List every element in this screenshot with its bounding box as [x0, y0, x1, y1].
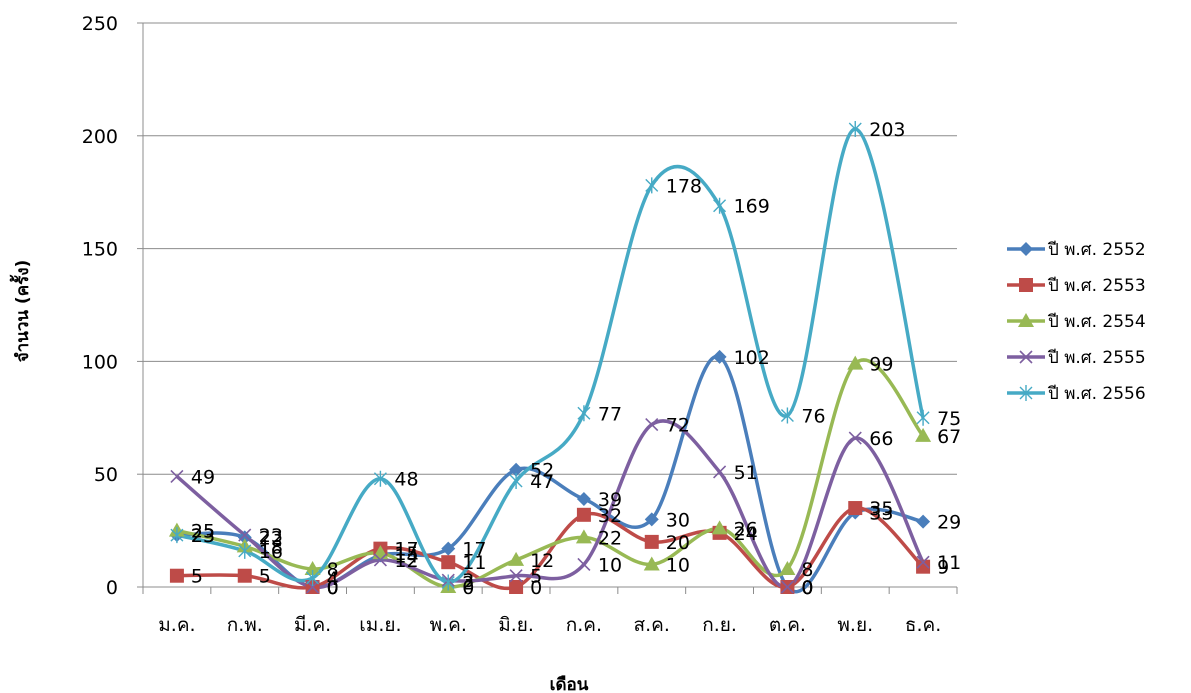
x-tick-label: ต.ค. — [769, 614, 806, 636]
x-tick-label: ก.ค. — [566, 614, 602, 636]
data-point — [578, 558, 590, 570]
data-label: 51 — [734, 462, 758, 484]
x-tick-label: พ.ย. — [837, 614, 873, 636]
x-tick-label: เม.ย. — [359, 614, 401, 636]
x-tick-label: ม.ค. — [158, 614, 195, 636]
data-label: 26 — [734, 518, 758, 540]
x-tick-labels: ม.ค. ก.พ. มี.ค. เม.ย. พ.ค. มิ.ย. ก.ค. ส.ค. ก.ย. ต… — [158, 614, 941, 636]
data-label: 72 — [666, 415, 690, 437]
data-point — [917, 410, 929, 426]
data-point — [645, 535, 659, 549]
data-label: 10 — [598, 554, 622, 576]
y-tick-label: 50 — [94, 464, 118, 486]
data-point — [238, 569, 252, 583]
legend-marker — [1019, 242, 1033, 256]
data-point — [170, 569, 184, 583]
data-label: 75 — [937, 408, 961, 430]
data-label: 32 — [598, 505, 622, 527]
data-label: 178 — [666, 175, 702, 197]
x-tick-label: ธ.ค. — [905, 614, 941, 636]
data-point — [714, 466, 726, 478]
data-point — [847, 356, 863, 370]
x-tick-label: ก.พ. — [227, 614, 263, 636]
data-label: 10 — [666, 554, 690, 576]
data-label: 99 — [869, 354, 893, 376]
x-tick-label: พ.ค. — [430, 614, 467, 636]
data-label: 4 — [327, 568, 339, 590]
y-tick-labels: 0 50 100 150 200 250 — [82, 13, 118, 599]
data-label: 102 — [734, 347, 770, 369]
grid-lines — [143, 23, 957, 587]
legend-item: ปี พ.ศ. 2554 — [1007, 312, 1146, 332]
data-point — [577, 492, 591, 506]
data-label: 47 — [530, 471, 554, 493]
data-label: 29 — [937, 512, 961, 534]
y-tick-label: 250 — [82, 13, 118, 35]
legend-label: ปี พ.ศ. 2553 — [1047, 276, 1146, 296]
data-label: 5 — [259, 566, 271, 588]
data-label: 5 — [530, 566, 542, 588]
y-tick-label: 100 — [82, 351, 118, 373]
legend: ปี พ.ศ. 2552 ปี พ.ศ. 2553 ปี พ.ศ. 2554 ปี พ… — [1007, 240, 1146, 404]
data-label: 22 — [598, 527, 622, 549]
legend-item: ปี พ.ศ. 2555 — [1007, 348, 1146, 368]
legend-label: ปี พ.ศ. 2554 — [1047, 312, 1146, 332]
data-label: 76 — [801, 406, 825, 428]
data-label: 30 — [666, 509, 690, 531]
data-label: 16 — [259, 541, 283, 563]
data-point — [171, 470, 183, 482]
x-tick-label: ส.ค. — [634, 614, 670, 636]
legend-marker — [1019, 278, 1033, 292]
data-label: 77 — [598, 403, 622, 425]
data-label: 5 — [191, 566, 203, 588]
data-label: 2 — [462, 572, 474, 594]
legend-label: ปี พ.ศ. 2552 — [1047, 240, 1146, 260]
legend-item: ปี พ.ศ. 2552 — [1007, 240, 1146, 260]
x-tick-label: มี.ค. — [294, 614, 331, 636]
data-label: 66 — [869, 428, 893, 450]
data-label: 11 — [937, 552, 961, 574]
y-tick-label: 0 — [106, 577, 118, 599]
data-label: 169 — [734, 196, 770, 218]
data-label: 48 — [394, 469, 418, 491]
data-point — [441, 555, 455, 569]
legend-item: ปี พ.ศ. 2553 — [1007, 276, 1146, 296]
data-label: 49 — [191, 466, 215, 488]
data-point — [646, 419, 658, 431]
data-point — [916, 515, 930, 529]
data-label: 20 — [666, 532, 690, 554]
legend-label: ปี พ.ศ. 2555 — [1047, 348, 1146, 368]
x-tick-label: ก.ย. — [702, 614, 737, 636]
data-point — [577, 508, 591, 522]
series-line-5 — [177, 129, 923, 582]
x-tick-label: มิ.ย. — [498, 614, 534, 636]
data-point — [848, 501, 862, 515]
y-axis-title: จำนวน (ครั้ง) — [9, 260, 33, 363]
data-label: 35 — [869, 498, 893, 520]
legend-item: ปี พ.ศ. 2556 — [1007, 384, 1146, 404]
data-label: 12 — [394, 550, 418, 572]
data-label: 0 — [801, 577, 813, 599]
x-axis-title: เดือน — [550, 674, 589, 693]
legend-label: ปี พ.ศ. 2556 — [1047, 384, 1146, 404]
axes — [137, 23, 957, 594]
series-lines — [177, 129, 923, 592]
y-tick-label: 200 — [82, 126, 118, 148]
data-label: 203 — [869, 119, 905, 141]
data-point — [509, 580, 523, 594]
y-tick-label: 150 — [82, 239, 118, 261]
data-label: 23 — [191, 525, 215, 547]
